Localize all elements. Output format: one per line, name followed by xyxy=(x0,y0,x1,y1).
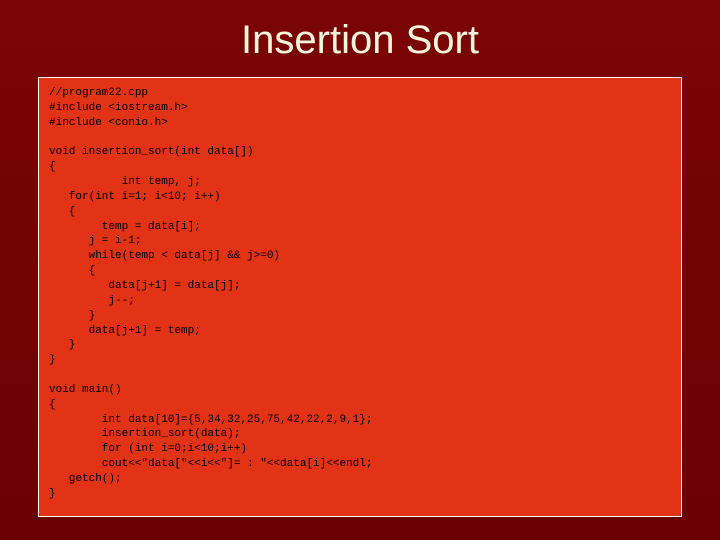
code-content: //program22.cpp #include <iostream.h> #i… xyxy=(49,86,671,502)
slide-container: Insertion Sort //program22.cpp #include … xyxy=(0,0,720,540)
code-box: //program22.cpp #include <iostream.h> #i… xyxy=(38,77,682,517)
slide-title: Insertion Sort xyxy=(0,0,720,77)
